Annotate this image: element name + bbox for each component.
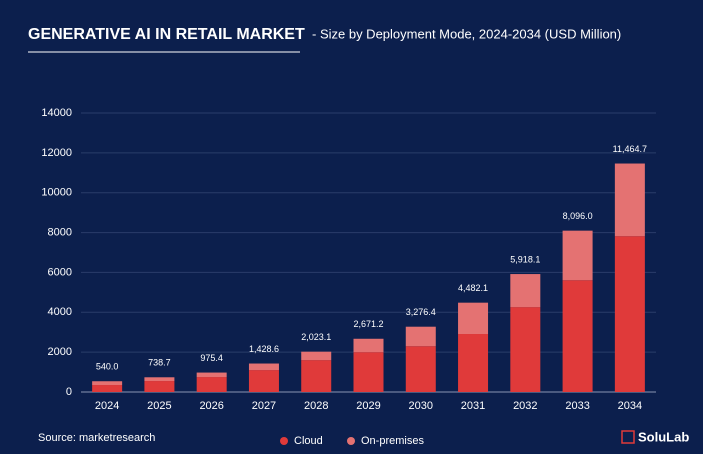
total-label: 8,096.0 [563, 211, 593, 221]
bar-segment [196, 377, 227, 392]
legend-label: Cloud [294, 435, 323, 447]
x-tick-label: 2030 [409, 400, 433, 412]
bar-segment [144, 377, 175, 382]
bar-segment [562, 280, 593, 392]
chart-subtitle: - Size by Deployment Mode, 2024-2034 (US… [312, 26, 621, 41]
logo-icon [621, 430, 635, 444]
y-tick-label: 12000 [41, 147, 72, 159]
total-label: 4,482.1 [458, 283, 488, 293]
total-label: 2,671.2 [353, 319, 383, 329]
y-tick-label: 10000 [41, 187, 72, 199]
x-tick-label: 2029 [356, 400, 380, 412]
total-label: 1,428.6 [249, 344, 279, 354]
chart-title: GENERATIVE AI IN RETAIL MARKET [28, 26, 305, 43]
x-tick-label: 2028 [304, 400, 328, 412]
legend-marker [347, 437, 355, 445]
logo: SoluLab [638, 429, 689, 444]
y-tick-label: 2000 [48, 346, 72, 358]
bar-segment [614, 163, 645, 237]
bar-segment [405, 346, 436, 392]
bar-segment [92, 385, 123, 392]
bar-segment [510, 307, 541, 392]
x-tick-label: 2027 [252, 400, 276, 412]
total-label: 540.0 [96, 362, 119, 372]
x-tick-label: 2024 [95, 400, 119, 412]
bar-segment [405, 326, 436, 347]
total-label: 11,464.7 [613, 144, 647, 154]
bar-segment [144, 381, 175, 392]
bar-segment [458, 334, 489, 392]
legend-marker [280, 437, 288, 445]
x-tick-label: 2025 [147, 400, 171, 412]
bar-segment [301, 360, 332, 392]
total-label: 3,276.4 [406, 307, 436, 317]
y-tick-label: 6000 [48, 266, 72, 278]
x-tick-label: 2031 [461, 400, 485, 412]
x-tick-label: 2033 [565, 400, 589, 412]
x-tick-label: 2034 [618, 400, 642, 412]
total-label: 738.7 [148, 358, 171, 368]
total-label: 5,918.1 [510, 254, 540, 264]
bar-segment [92, 381, 123, 386]
legend-label: On-premises [361, 435, 424, 447]
bar-segment [248, 370, 279, 392]
y-tick-label: 8000 [48, 226, 72, 238]
bar-segment [196, 372, 227, 378]
bar-segment [562, 230, 593, 281]
total-label: 2,023.1 [301, 332, 331, 342]
bar-segment [510, 274, 541, 308]
bar-segment [353, 352, 384, 392]
y-tick-label: 0 [66, 386, 72, 398]
x-tick-label: 2026 [199, 400, 223, 412]
bar-segment [301, 351, 332, 361]
bar-segment [458, 302, 489, 335]
source: Source: marketresearch [38, 432, 155, 444]
y-tick-label: 14000 [41, 107, 72, 119]
total-label: 975.4 [200, 353, 223, 363]
y-tick-label: 4000 [48, 306, 72, 318]
bar-segment [614, 236, 645, 392]
bar-segment [248, 363, 279, 371]
x-tick-label: 2032 [513, 400, 537, 412]
bar-segment [353, 338, 384, 353]
